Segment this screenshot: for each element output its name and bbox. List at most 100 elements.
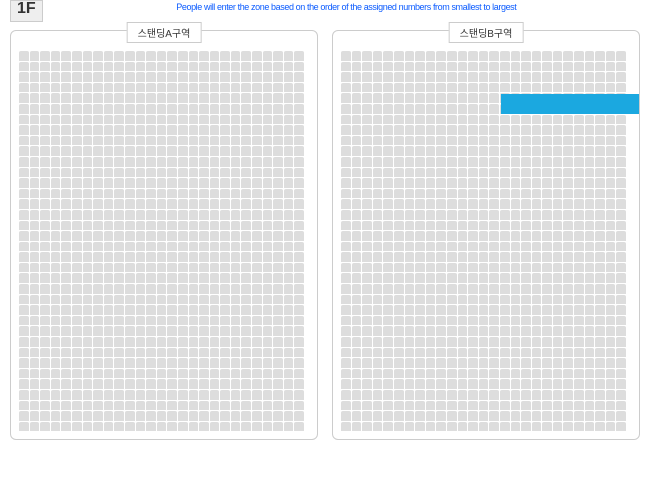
seat[interactable] <box>606 210 616 220</box>
seat[interactable] <box>252 199 262 209</box>
seat[interactable] <box>521 401 531 411</box>
seat[interactable] <box>362 252 372 262</box>
seat[interactable] <box>263 168 273 178</box>
seat[interactable] <box>178 231 188 241</box>
seat[interactable] <box>114 401 124 411</box>
seat[interactable] <box>40 273 50 283</box>
seat[interactable] <box>489 178 499 188</box>
seat[interactable] <box>157 72 167 82</box>
seat[interactable] <box>352 273 362 283</box>
seat[interactable] <box>532 125 542 135</box>
seat[interactable] <box>489 115 499 125</box>
seat[interactable] <box>616 242 626 252</box>
seat[interactable] <box>273 326 283 336</box>
seat[interactable] <box>373 422 383 432</box>
seat[interactable] <box>83 51 93 61</box>
seat[interactable] <box>436 189 446 199</box>
seat[interactable] <box>383 136 393 146</box>
seat[interactable] <box>167 348 177 358</box>
seat[interactable] <box>373 51 383 61</box>
seat[interactable] <box>93 284 103 294</box>
seat[interactable] <box>405 348 415 358</box>
seat[interactable] <box>511 295 521 305</box>
seat[interactable] <box>574 199 584 209</box>
seat[interactable] <box>72 401 82 411</box>
seat[interactable] <box>616 316 626 326</box>
seat[interactable] <box>40 125 50 135</box>
seat[interactable] <box>341 221 351 231</box>
seat[interactable] <box>521 199 531 209</box>
seat[interactable] <box>263 115 273 125</box>
seat[interactable] <box>373 199 383 209</box>
seat[interactable] <box>30 231 40 241</box>
seat[interactable] <box>458 263 468 273</box>
seat[interactable] <box>125 379 135 389</box>
seat[interactable] <box>61 72 71 82</box>
seat[interactable] <box>83 358 93 368</box>
seat[interactable] <box>500 401 510 411</box>
seat[interactable] <box>479 199 489 209</box>
seat[interactable] <box>595 273 605 283</box>
seat[interactable] <box>136 199 146 209</box>
seat[interactable] <box>362 62 372 72</box>
seat[interactable] <box>468 115 478 125</box>
seat[interactable] <box>114 305 124 315</box>
seat[interactable] <box>220 125 230 135</box>
seat[interactable] <box>157 62 167 72</box>
seat[interactable] <box>231 295 241 305</box>
seat[interactable] <box>468 273 478 283</box>
seat[interactable] <box>521 83 531 93</box>
seat[interactable] <box>426 199 436 209</box>
seat[interactable] <box>178 411 188 421</box>
seat[interactable] <box>532 115 542 125</box>
seat[interactable] <box>93 316 103 326</box>
seat[interactable] <box>273 221 283 231</box>
seat[interactable] <box>220 326 230 336</box>
seat[interactable] <box>383 146 393 156</box>
seat[interactable] <box>341 337 351 347</box>
seat[interactable] <box>585 231 595 241</box>
seat[interactable] <box>93 51 103 61</box>
seat[interactable] <box>511 146 521 156</box>
seat[interactable] <box>468 295 478 305</box>
seat[interactable] <box>273 273 283 283</box>
seat[interactable] <box>521 168 531 178</box>
seat[interactable] <box>479 62 489 72</box>
seat[interactable] <box>146 316 156 326</box>
seat[interactable] <box>114 252 124 262</box>
seat[interactable] <box>458 348 468 358</box>
seat[interactable] <box>189 136 199 146</box>
seat[interactable] <box>273 422 283 432</box>
seat[interactable] <box>436 326 446 336</box>
seat[interactable] <box>241 401 251 411</box>
seat[interactable] <box>532 178 542 188</box>
seat[interactable] <box>405 252 415 262</box>
seat[interactable] <box>93 199 103 209</box>
seat[interactable] <box>125 401 135 411</box>
seat[interactable] <box>199 199 209 209</box>
seat[interactable] <box>341 305 351 315</box>
seat[interactable] <box>606 199 616 209</box>
seat[interactable] <box>61 379 71 389</box>
seat[interactable] <box>468 189 478 199</box>
seat[interactable] <box>273 263 283 273</box>
seat[interactable] <box>157 401 167 411</box>
seat[interactable] <box>341 273 351 283</box>
seat[interactable] <box>72 411 82 421</box>
seat[interactable] <box>30 358 40 368</box>
seat[interactable] <box>341 411 351 421</box>
seat[interactable] <box>521 221 531 231</box>
seat[interactable] <box>231 390 241 400</box>
seat[interactable] <box>72 125 82 135</box>
seat[interactable] <box>595 348 605 358</box>
seat[interactable] <box>383 125 393 135</box>
seat[interactable] <box>93 104 103 114</box>
seat[interactable] <box>553 231 563 241</box>
seat[interactable] <box>189 284 199 294</box>
seat[interactable] <box>352 242 362 252</box>
seat[interactable] <box>341 146 351 156</box>
seat[interactable] <box>458 136 468 146</box>
seat[interactable] <box>30 51 40 61</box>
seat[interactable] <box>511 337 521 347</box>
seat[interactable] <box>362 178 372 188</box>
